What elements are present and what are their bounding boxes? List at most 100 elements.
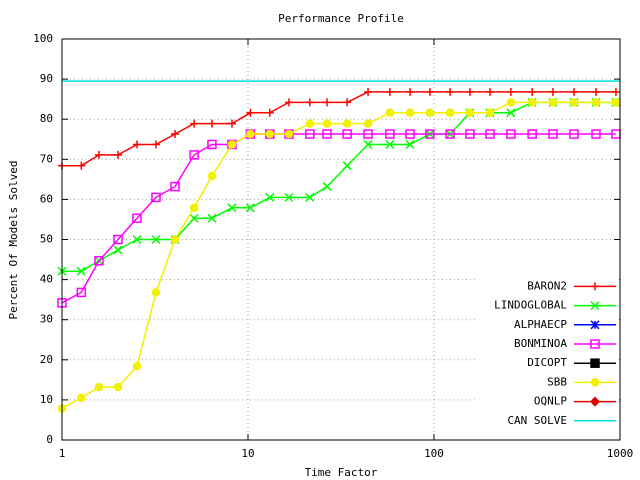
marker bbox=[322, 182, 332, 192]
marker bbox=[207, 119, 216, 128]
marker-shape bbox=[363, 119, 373, 128]
legend-label: ALPHAECP bbox=[514, 318, 567, 331]
marker bbox=[406, 87, 415, 96]
marker-shape bbox=[385, 129, 395, 139]
marker bbox=[265, 192, 275, 202]
marker bbox=[113, 234, 123, 245]
marker bbox=[151, 192, 161, 203]
y-tick-label: 100 bbox=[33, 32, 53, 45]
marker bbox=[506, 108, 516, 118]
marker bbox=[265, 108, 274, 117]
legend-label: BONMINOA bbox=[514, 337, 567, 350]
marker bbox=[569, 129, 579, 139]
marker bbox=[305, 192, 315, 202]
marker bbox=[207, 139, 217, 150]
marker bbox=[189, 150, 199, 160]
marker-stroke bbox=[207, 213, 217, 223]
marker bbox=[506, 129, 516, 139]
marker-stroke bbox=[189, 213, 199, 223]
marker bbox=[425, 108, 435, 118]
y-tick-label: 50 bbox=[40, 233, 53, 246]
y-tick-label: 0 bbox=[46, 433, 53, 446]
marker-shape bbox=[207, 171, 217, 181]
marker bbox=[323, 98, 332, 107]
marker bbox=[590, 320, 600, 330]
plot-border bbox=[61, 38, 621, 441]
x-axis-label: Time Factor bbox=[305, 466, 378, 479]
legend-label: CAN SOLVE bbox=[507, 414, 567, 427]
marker-shape bbox=[548, 129, 558, 139]
marker-shape bbox=[590, 358, 600, 368]
marker bbox=[590, 378, 600, 387]
marker-stroke bbox=[76, 266, 86, 276]
marker bbox=[77, 161, 86, 170]
marker bbox=[132, 213, 142, 223]
marker bbox=[170, 235, 180, 244]
marker bbox=[76, 266, 86, 276]
marker-shape bbox=[506, 129, 516, 139]
marker-shape bbox=[113, 382, 123, 392]
marker bbox=[570, 87, 579, 96]
marker bbox=[548, 129, 558, 139]
marker bbox=[548, 87, 557, 96]
marker-shape bbox=[322, 129, 332, 139]
marker bbox=[485, 129, 495, 139]
marker bbox=[207, 171, 217, 181]
x-tick-label: 10 bbox=[241, 447, 254, 460]
marker-shape bbox=[548, 98, 558, 107]
marker bbox=[485, 108, 495, 118]
marker bbox=[405, 108, 415, 118]
legend-box bbox=[478, 273, 619, 433]
marker-shape bbox=[425, 129, 435, 139]
y-axis-label: Percent Of Models Solved bbox=[7, 161, 20, 320]
marker bbox=[76, 287, 87, 298]
marker-shape bbox=[132, 361, 142, 371]
marker-stroke bbox=[113, 245, 123, 255]
marker bbox=[363, 139, 373, 149]
marker bbox=[189, 213, 199, 223]
marker bbox=[363, 129, 373, 139]
marker-stroke bbox=[506, 108, 516, 118]
marker-shape bbox=[527, 129, 537, 139]
marker-shape bbox=[506, 98, 516, 107]
marker bbox=[207, 213, 217, 223]
marker bbox=[227, 140, 237, 149]
marker bbox=[227, 203, 237, 213]
marker-shape bbox=[611, 98, 621, 107]
x-tick-label: 100 bbox=[424, 447, 444, 460]
marker-shape bbox=[405, 108, 415, 118]
marker bbox=[265, 129, 275, 139]
marker bbox=[246, 129, 255, 139]
marker-shape bbox=[77, 393, 86, 403]
marker bbox=[322, 129, 332, 139]
marker-stroke bbox=[227, 203, 237, 213]
chart-title: Performance Profile bbox=[278, 12, 404, 25]
y-tick-label: 40 bbox=[40, 273, 53, 286]
marker bbox=[305, 129, 315, 139]
marker bbox=[591, 129, 601, 139]
marker-shape bbox=[151, 192, 161, 203]
marker-stroke bbox=[132, 234, 142, 245]
marker bbox=[445, 129, 455, 139]
x-tick-label: 1 bbox=[59, 447, 66, 460]
marker bbox=[113, 150, 122, 159]
marker-stroke bbox=[590, 320, 600, 330]
marker bbox=[305, 119, 315, 128]
marker bbox=[590, 301, 600, 311]
marker bbox=[385, 87, 394, 96]
marker-shape bbox=[170, 235, 180, 244]
marker-shape bbox=[445, 129, 455, 139]
y-tick-label: 70 bbox=[40, 152, 53, 165]
marker bbox=[592, 87, 601, 96]
marker-shape bbox=[151, 288, 161, 297]
y-tick-label: 90 bbox=[40, 72, 53, 85]
marker bbox=[611, 98, 621, 107]
marker-shape bbox=[94, 382, 104, 392]
marker-shape bbox=[527, 98, 537, 107]
marker-shape bbox=[76, 287, 87, 298]
legend-label: BARON2 bbox=[527, 279, 567, 292]
marker-shape bbox=[465, 129, 475, 139]
marker-stroke bbox=[405, 139, 415, 149]
marker-shape bbox=[569, 98, 579, 107]
marker bbox=[446, 87, 455, 96]
